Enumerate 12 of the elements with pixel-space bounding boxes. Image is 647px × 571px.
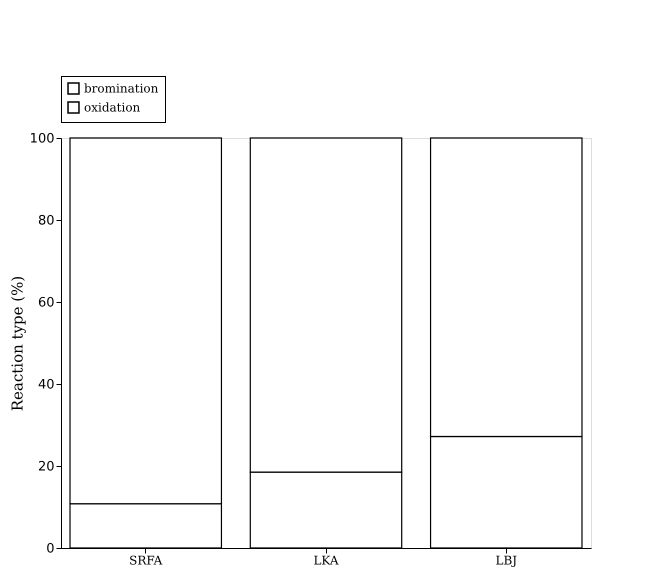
y-tick-label: 100 (30, 132, 54, 146)
x-tick-label: LBJ (495, 554, 518, 568)
x-tick-label: LKA (313, 554, 339, 568)
legend-label: oxidation (84, 100, 141, 114)
y-tick-label: 60 (38, 296, 54, 310)
y-tick-label: 0 (46, 542, 54, 556)
x-tick-label: SRFA (129, 554, 163, 568)
y-tick-label: 40 (38, 378, 54, 392)
y-tick-label: 20 (38, 460, 54, 474)
y-axis-title: Reaction type (%) (8, 276, 27, 412)
legend-label: bromination (84, 82, 159, 96)
y-tick-label: 80 (38, 214, 54, 228)
